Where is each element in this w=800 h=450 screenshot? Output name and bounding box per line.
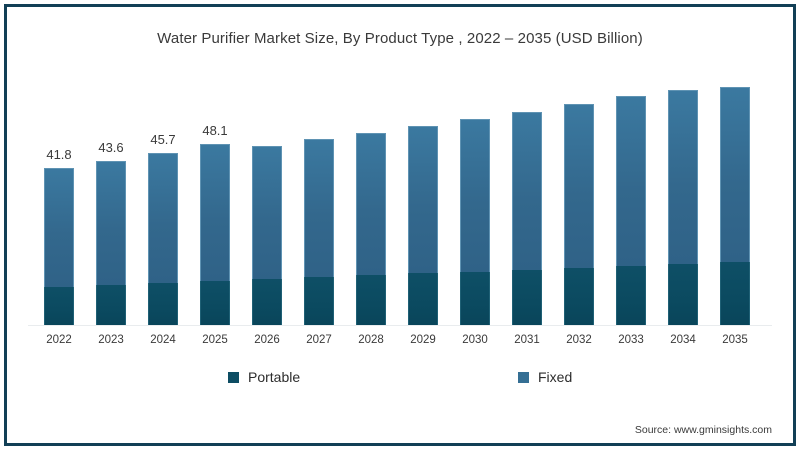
bar-group[interactable]	[408, 126, 438, 325]
bar-segment-portable[interactable]	[616, 266, 646, 325]
bar-segment-fixed[interactable]	[44, 168, 74, 287]
bar-segment-portable[interactable]	[304, 277, 334, 325]
bar-segment-fixed[interactable]	[356, 133, 386, 275]
bar-value-label: 41.8	[46, 147, 72, 162]
chart-legend: Portable Fixed	[0, 366, 800, 388]
x-axis-tick-label: 2028	[358, 334, 384, 346]
legend-label-fixed: Fixed	[538, 369, 573, 385]
x-axis-tick-label: 2024	[150, 334, 176, 346]
bar-group[interactable]: 48.1	[200, 123, 230, 325]
bar-group[interactable]	[564, 104, 594, 325]
legend-swatch-fixed-icon	[518, 371, 529, 383]
x-axis-tick-label: 2030	[462, 334, 488, 346]
bar-group[interactable]	[304, 139, 334, 325]
legend-swatch-portable-icon	[228, 371, 239, 383]
x-axis-tick-label: 2032	[566, 334, 592, 346]
bar-value-label: 43.6	[98, 140, 124, 155]
bar-segment-portable[interactable]	[200, 281, 230, 325]
bar-segment-fixed[interactable]	[304, 139, 334, 277]
bar-group[interactable]: 45.7	[148, 132, 178, 325]
bar-segment-portable[interactable]	[408, 273, 438, 325]
bar-segment-fixed[interactable]	[460, 119, 490, 272]
x-axis-tick-label: 2022	[46, 334, 72, 346]
bar-segment-fixed[interactable]	[408, 126, 438, 273]
bar-segment-fixed[interactable]	[252, 146, 282, 279]
plot-area: 41.8 43.6 45.7 48.1	[28, 70, 772, 326]
legend-item-fixed[interactable]: Fixed	[518, 366, 572, 388]
bar-segment-portable[interactable]	[356, 275, 386, 325]
bar-segment-portable[interactable]	[512, 270, 542, 325]
bar-group[interactable]	[668, 90, 698, 325]
bar-segment-portable[interactable]	[252, 279, 282, 325]
bar-value-label: 45.7	[150, 132, 176, 147]
bar-group[interactable]	[512, 112, 542, 325]
legend-label-portable: Portable	[248, 369, 301, 385]
legend-item-portable[interactable]: Portable	[228, 366, 300, 388]
bar-segment-portable[interactable]	[44, 287, 74, 325]
bar-segment-fixed[interactable]	[512, 112, 542, 270]
bar-group[interactable]: 41.8	[44, 147, 74, 325]
bar-group[interactable]	[720, 87, 750, 325]
chart-title: Water Purifier Market Size, By Product T…	[157, 30, 643, 47]
x-axis-tick-label: 2025	[202, 334, 228, 346]
x-axis-line	[28, 325, 772, 326]
bar-segment-fixed[interactable]	[564, 104, 594, 268]
bar-group[interactable]: 43.6	[96, 140, 126, 325]
bar-segment-portable[interactable]	[564, 268, 594, 325]
bar-group[interactable]	[252, 146, 282, 325]
source-note: Source: www.gminsights.com	[634, 424, 772, 436]
bar-segment-portable[interactable]	[460, 272, 490, 325]
bar-segment-portable[interactable]	[668, 264, 698, 325]
x-axis-tick-label: 2034	[670, 334, 696, 346]
bar-segment-portable[interactable]	[148, 283, 178, 325]
x-axis-tick-label: 2031	[514, 334, 540, 346]
bar-segment-fixed[interactable]	[616, 96, 646, 266]
x-axis-tick-label: 2023	[98, 334, 124, 346]
bar-segment-fixed[interactable]	[720, 87, 750, 262]
bar-group[interactable]	[616, 96, 646, 325]
bar-segment-portable[interactable]	[96, 285, 126, 325]
bar-segment-fixed[interactable]	[668, 90, 698, 264]
bar-value-label: 48.1	[202, 123, 228, 138]
bar-group[interactable]	[460, 119, 490, 325]
bar-segment-fixed[interactable]	[148, 153, 178, 283]
bar-group[interactable]	[356, 133, 386, 325]
bar-segment-fixed[interactable]	[96, 161, 126, 285]
x-axis-tick-label: 2029	[410, 334, 436, 346]
bar-segment-fixed[interactable]	[200, 144, 230, 281]
x-axis-tick-label: 2027	[306, 334, 332, 346]
x-axis-tick-label: 2035	[722, 334, 748, 346]
x-axis-tick-label: 2026	[254, 334, 280, 346]
bar-segment-portable[interactable]	[720, 262, 750, 325]
x-axis-tick-label: 2033	[618, 334, 644, 346]
